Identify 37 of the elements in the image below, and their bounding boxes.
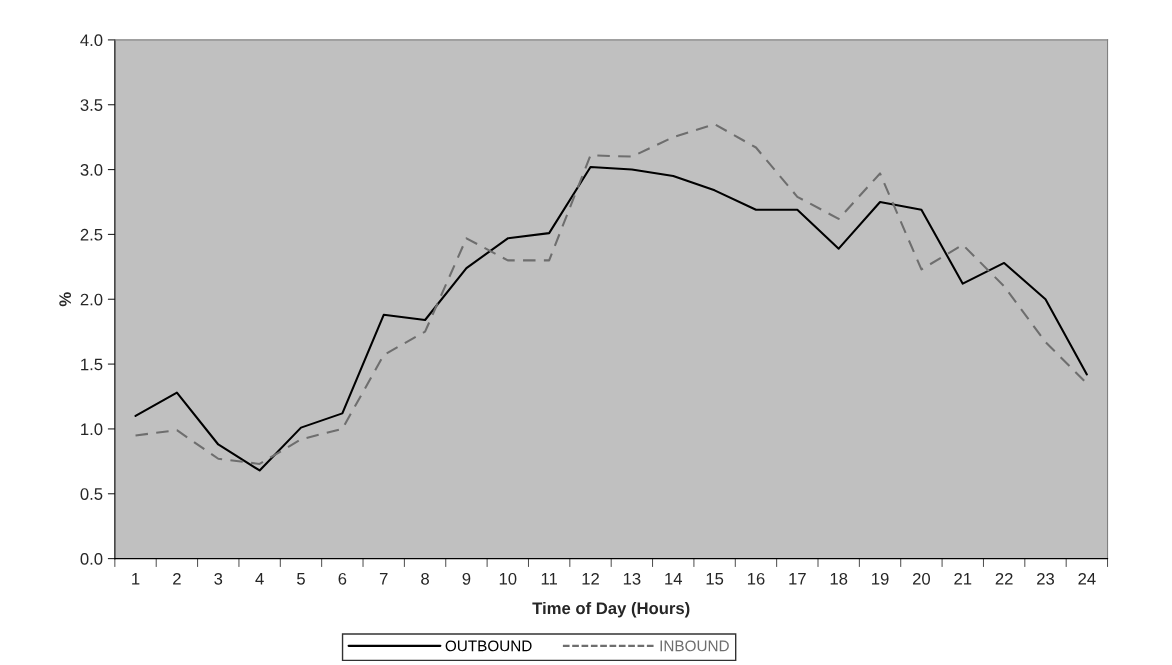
x-tick-label: 18 [830, 572, 848, 585]
x-tick-label: 4 [255, 573, 264, 585]
x-tick-label: 6 [338, 572, 347, 585]
text: INBOUND [660, 640, 729, 652]
x-tick-label: 19 [872, 572, 889, 585]
text: OUTBOUND [445, 640, 532, 652]
x-tick-label: 23 [1037, 572, 1055, 585]
x-tick-label: 11 [541, 573, 557, 585]
y-axis-title: % [59, 292, 71, 307]
x-tick-label: 14 [665, 573, 683, 585]
x-tick-label: 20 [912, 572, 931, 585]
x-tick-label: 2 [173, 572, 181, 585]
x-axis-title: Time of Day (Hours) [532, 601, 690, 618]
x-tick-label: 16 [747, 572, 765, 585]
x-tick-label: 17 [789, 573, 806, 585]
x-tick-label: 13 [623, 572, 641, 585]
y-tick-label: 1.0 [81, 423, 103, 436]
x-tick-label: 12 [582, 572, 599, 585]
x-tick-label: 8 [421, 572, 429, 585]
x-tick-label: 5 [297, 573, 305, 585]
y-tick-label: 3.5 [80, 99, 103, 111]
y-tick-label: 0.5 [80, 488, 103, 500]
x-tick-label: 24 [1078, 572, 1096, 585]
x-tick-label: 15 [706, 573, 724, 585]
y-tick-label: 2.5 [80, 228, 103, 241]
x-tick-label: 1 [132, 573, 140, 585]
y-tick-label: 4.0 [80, 34, 103, 47]
x-tick-label: 21 [954, 572, 972, 585]
x-tick-label: 22 [995, 572, 1013, 585]
x-tick-label: 10 [499, 572, 517, 585]
x-tick-label: 7 [379, 573, 388, 585]
y-tick-label: 0.0 [80, 553, 103, 565]
y-tick-label: 1.5 [81, 358, 103, 371]
x-tick-label: 9 [462, 572, 471, 585]
y-tick-label: 3.0 [80, 163, 103, 176]
x-tick-label: 3 [214, 572, 223, 585]
y-tick-label: 2.0 [80, 293, 103, 306]
